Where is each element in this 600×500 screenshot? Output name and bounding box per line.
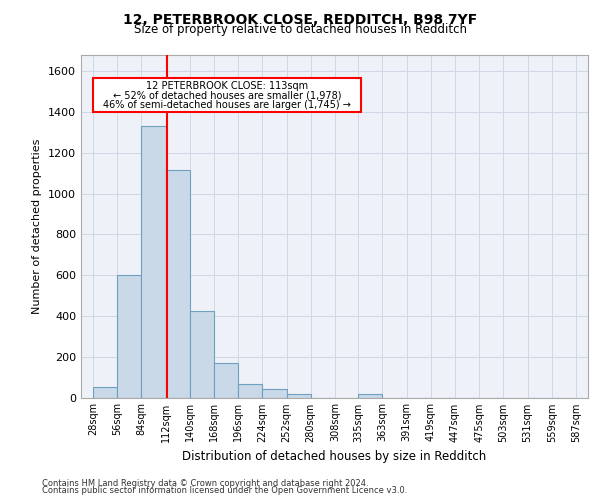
Bar — [358, 394, 382, 398]
Text: 12, PETERBROOK CLOSE, REDDITCH, B98 7YF: 12, PETERBROOK CLOSE, REDDITCH, B98 7YF — [123, 12, 477, 26]
Bar — [190, 311, 214, 398]
Bar — [166, 170, 190, 398]
Text: Contains public sector information licensed under the Open Government Licence v3: Contains public sector information licen… — [42, 486, 407, 495]
Text: Contains HM Land Registry data © Crown copyright and database right 2024.: Contains HM Land Registry data © Crown c… — [42, 478, 368, 488]
Bar — [262, 390, 287, 398]
Text: Size of property relative to detached houses in Redditch: Size of property relative to detached ho… — [133, 22, 467, 36]
X-axis label: Distribution of detached houses by size in Redditch: Distribution of detached houses by size … — [182, 450, 487, 463]
Text: 12 PETERBROOK CLOSE: 113sqm: 12 PETERBROOK CLOSE: 113sqm — [146, 81, 308, 91]
Bar — [142, 126, 166, 398]
Bar — [93, 388, 117, 398]
Bar — [238, 384, 262, 398]
Text: ← 52% of detached houses are smaller (1,978): ← 52% of detached houses are smaller (1,… — [113, 90, 341, 101]
Bar — [214, 363, 238, 398]
FancyBboxPatch shape — [93, 78, 361, 112]
Y-axis label: Number of detached properties: Number of detached properties — [32, 138, 43, 314]
Bar — [117, 275, 142, 398]
Text: 46% of semi-detached houses are larger (1,745) →: 46% of semi-detached houses are larger (… — [103, 100, 351, 110]
Bar — [287, 394, 311, 398]
